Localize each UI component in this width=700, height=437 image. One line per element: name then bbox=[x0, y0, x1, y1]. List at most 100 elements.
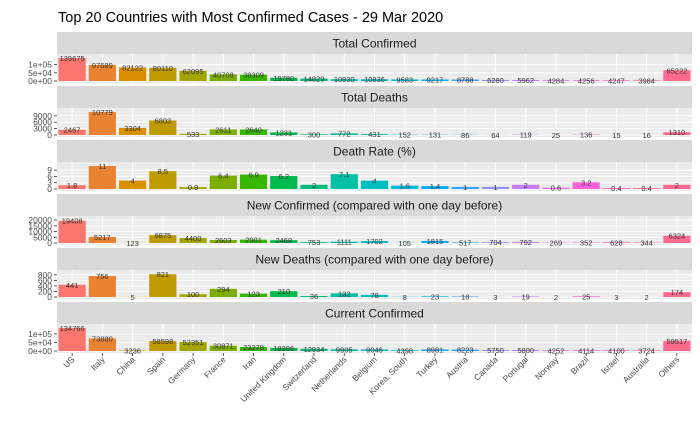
data-label: 2 bbox=[554, 293, 558, 302]
data-label: 6324 bbox=[669, 232, 686, 241]
data-label: 58598 bbox=[152, 337, 173, 346]
data-label: 152 bbox=[398, 131, 411, 140]
data-label: 30871 bbox=[213, 342, 234, 351]
data-label: 210 bbox=[278, 287, 291, 296]
data-label: 2 bbox=[675, 181, 679, 190]
x-tick-label: Austria bbox=[444, 354, 470, 380]
data-label: 2468 bbox=[275, 236, 292, 245]
data-label: 25 bbox=[552, 131, 560, 140]
y-tick-label: 0e+00 bbox=[28, 346, 52, 356]
data-label: 7.1 bbox=[339, 170, 349, 179]
y-tick-label: 800 bbox=[38, 270, 52, 280]
data-label: 772 bbox=[338, 129, 351, 138]
y-tick-label: 1e+05 bbox=[28, 60, 52, 70]
data-label: 38309 bbox=[243, 71, 264, 80]
data-label: 65222 bbox=[666, 66, 687, 75]
x-tick-label: Portugal bbox=[501, 354, 531, 384]
facet-strip-label: Current Confirmed bbox=[325, 307, 424, 321]
data-label: 3984 bbox=[638, 76, 655, 85]
data-label: 5962 bbox=[517, 76, 534, 85]
data-label: 0.6 bbox=[551, 184, 561, 193]
data-label: 1.4 bbox=[430, 182, 440, 191]
data-label: 2603 bbox=[215, 236, 232, 245]
data-label: 6875 bbox=[154, 231, 171, 240]
data-label: 1310 bbox=[669, 128, 686, 137]
y-tick-label: 20000 bbox=[28, 215, 52, 225]
data-label: 40708 bbox=[213, 70, 234, 79]
facet-strip-label: New Confirmed (compared with one day bef… bbox=[247, 199, 502, 213]
data-label: 16 bbox=[642, 131, 650, 140]
data-label: 2901 bbox=[245, 236, 262, 245]
data-label: 19780 bbox=[273, 74, 294, 83]
data-label: 23 bbox=[431, 292, 439, 301]
data-label: 82122 bbox=[122, 64, 143, 73]
x-tick-label: Canada bbox=[472, 354, 500, 382]
x-tick-label: France bbox=[202, 354, 228, 380]
data-label: 4256 bbox=[578, 76, 595, 85]
data-label: 9583 bbox=[396, 75, 413, 84]
data-label: 134766 bbox=[60, 324, 85, 333]
data-label: 821 bbox=[157, 270, 170, 279]
data-label: 1111 bbox=[337, 238, 352, 247]
data-label: 9217 bbox=[427, 75, 444, 84]
data-label: 3.2 bbox=[581, 178, 591, 187]
x-tick-label: Germany bbox=[166, 354, 198, 386]
data-label: 52351 bbox=[183, 338, 204, 347]
data-label: 119 bbox=[520, 131, 532, 140]
data-label: 1815 bbox=[427, 237, 444, 246]
data-label: 3 bbox=[493, 293, 497, 302]
x-tick-label: Norway bbox=[533, 354, 561, 382]
data-label: 0.4 bbox=[641, 184, 651, 193]
data-label: 6.2 bbox=[279, 172, 289, 181]
data-label: 18396 bbox=[273, 344, 294, 353]
data-label: 19 bbox=[522, 292, 530, 301]
data-label: 105 bbox=[398, 239, 411, 248]
x-tick-label: China bbox=[114, 354, 137, 377]
data-label: 0.4 bbox=[611, 184, 621, 193]
data-label: 12934 bbox=[304, 345, 325, 354]
data-label: 792 bbox=[519, 238, 532, 247]
data-label: 431 bbox=[368, 130, 381, 139]
data-label: 2 bbox=[312, 181, 316, 190]
data-label: 19408 bbox=[62, 217, 83, 226]
x-tick-label: Spain bbox=[145, 354, 168, 377]
data-label: 131 bbox=[429, 131, 442, 140]
facet-strip-label: New Deaths (compared with one day before… bbox=[255, 253, 493, 267]
data-label: 1231 bbox=[275, 128, 292, 137]
chart-title: Top 20 Countries with Most Confirmed Cas… bbox=[58, 10, 443, 26]
data-label: 753 bbox=[308, 238, 321, 247]
data-label: 18 bbox=[461, 293, 469, 302]
data-label: 0.9 bbox=[188, 183, 198, 192]
data-label: 97689 bbox=[92, 61, 113, 70]
data-label: 2611 bbox=[215, 125, 231, 134]
x-tick-label: Israel bbox=[599, 354, 621, 376]
data-label: 11 bbox=[98, 162, 106, 171]
data-label: 6.9 bbox=[248, 171, 258, 180]
y-tick-label: 9 bbox=[47, 165, 52, 175]
data-label: 269 bbox=[550, 239, 563, 248]
data-label: 132 bbox=[338, 289, 351, 298]
x-tick-label: Brazil bbox=[568, 354, 590, 376]
x-tick-label: Australia bbox=[621, 354, 652, 385]
data-label: 6.4 bbox=[218, 172, 228, 181]
data-label: 73880 bbox=[92, 334, 113, 343]
data-label: 62095 bbox=[183, 67, 204, 76]
data-label: 3 bbox=[614, 293, 618, 302]
data-label: 78 bbox=[370, 291, 378, 300]
data-label: 1702 bbox=[366, 237, 383, 246]
data-label: 4 bbox=[372, 177, 376, 186]
data-label: 344 bbox=[640, 239, 653, 248]
data-label: 2467 bbox=[64, 126, 81, 135]
data-label: 294 bbox=[217, 285, 230, 294]
facet-strip-label: Death Rate (%) bbox=[333, 145, 416, 159]
data-label: 80110 bbox=[153, 64, 173, 73]
x-tick-label: Iran bbox=[241, 354, 259, 372]
data-label: 6803 bbox=[154, 117, 171, 126]
data-label: 15 bbox=[612, 131, 620, 140]
data-label: 100 bbox=[187, 290, 200, 299]
data-label: 4284 bbox=[548, 76, 565, 85]
x-tick-label: US bbox=[61, 354, 77, 370]
data-label: 4 bbox=[131, 177, 135, 186]
data-label: 704 bbox=[489, 238, 502, 247]
data-label: 5 bbox=[131, 293, 135, 302]
